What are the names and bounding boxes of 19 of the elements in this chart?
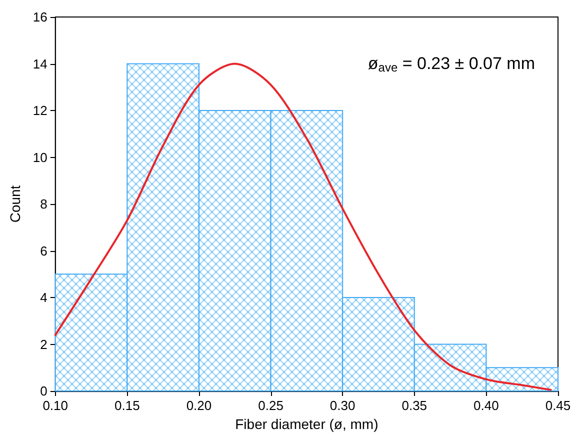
y-tick-label: 6 (40, 243, 48, 258)
x-tick-label: 0.25 (258, 398, 284, 413)
x-tick-label: 0.10 (42, 398, 68, 413)
x-tick-label: 0.20 (186, 398, 212, 413)
y-tick-label: 16 (32, 10, 48, 24)
y-axis-title: Count (7, 185, 23, 223)
y-tick-label: 4 (40, 290, 48, 305)
y-tick-label: 12 (32, 103, 48, 118)
x-tick-label: 0.45 (545, 398, 571, 413)
x-tick-label: 0.30 (330, 398, 356, 413)
y-tick-label: 0 (40, 384, 48, 398)
y-tick-label: 8 (40, 196, 48, 212)
x-tick-label: 0.15 (114, 398, 140, 413)
y-tick-label: 2 (40, 336, 48, 352)
x-tick-label: 0.35 (402, 398, 428, 413)
y-tick-label: 14 (32, 56, 48, 72)
x-tick-label: 0.40 (474, 398, 499, 413)
x-axis-title: Fiber diameter (ø, mm) (235, 416, 378, 432)
y-tick-label: 10 (32, 150, 48, 165)
